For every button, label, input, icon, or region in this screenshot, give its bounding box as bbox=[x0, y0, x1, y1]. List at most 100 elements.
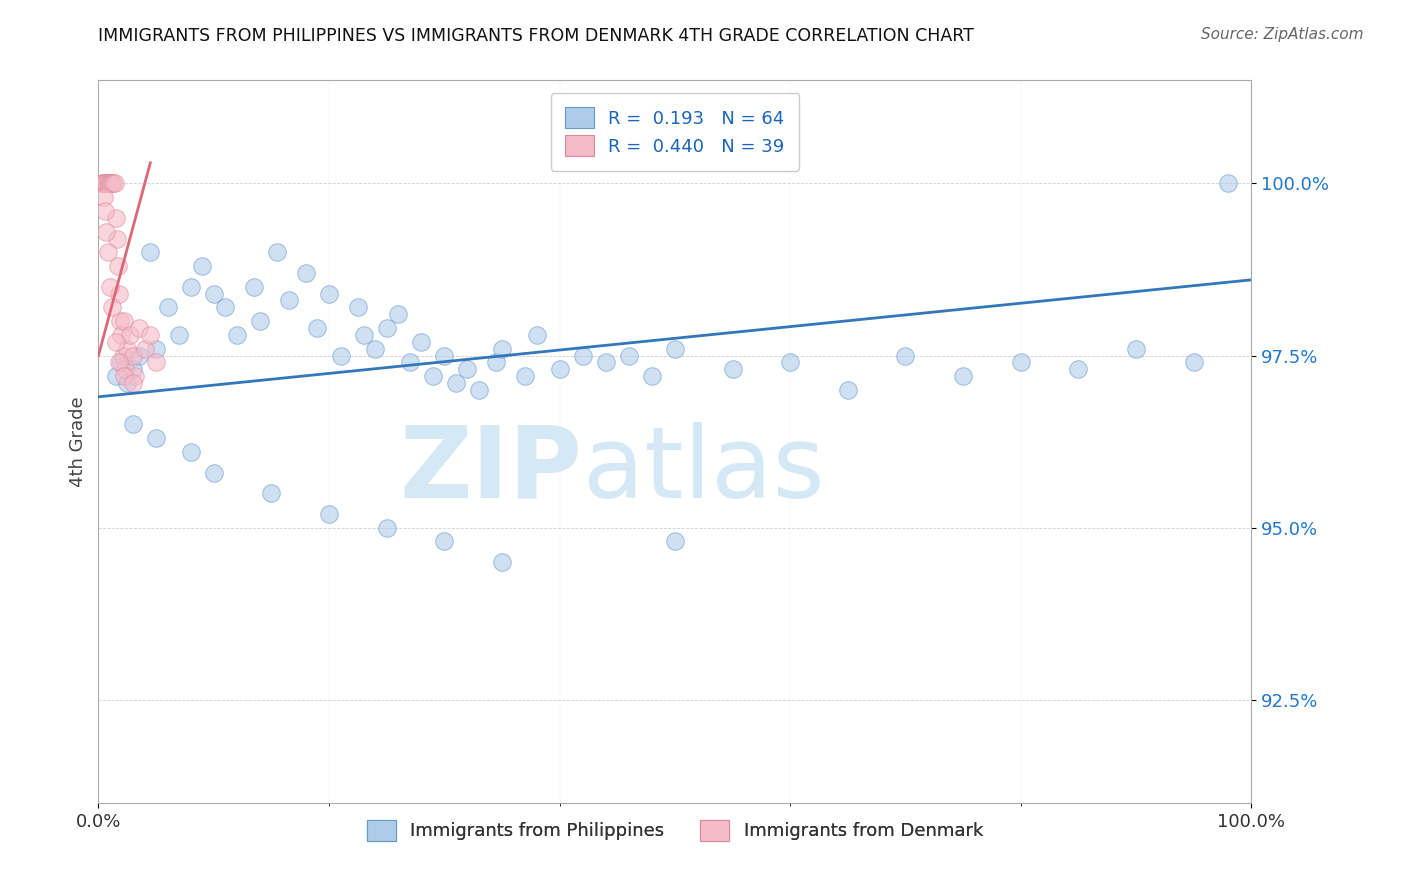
Point bbox=[641, 369, 664, 384]
Point bbox=[97, 177, 120, 191]
Point bbox=[266, 245, 288, 260]
Point bbox=[93, 177, 115, 191]
Point bbox=[156, 301, 179, 315]
Point bbox=[100, 177, 122, 191]
Point bbox=[94, 177, 117, 191]
Point bbox=[243, 279, 266, 293]
Point bbox=[134, 342, 156, 356]
Point bbox=[571, 349, 593, 363]
Point bbox=[110, 355, 132, 369]
Text: ZIP: ZIP bbox=[399, 422, 582, 519]
Point bbox=[117, 376, 139, 390]
Point bbox=[202, 466, 225, 480]
Point bbox=[97, 177, 120, 191]
Point bbox=[117, 342, 139, 356]
Point bbox=[98, 279, 121, 293]
Point bbox=[548, 362, 571, 376]
Point bbox=[94, 204, 117, 219]
Point bbox=[191, 259, 214, 273]
Point bbox=[104, 211, 127, 225]
Point bbox=[664, 534, 686, 549]
Point bbox=[110, 314, 132, 328]
Point bbox=[347, 301, 370, 315]
Point bbox=[98, 177, 121, 191]
Point bbox=[491, 555, 513, 569]
Text: IMMIGRANTS FROM PHILIPPINES VS IMMIGRANTS FROM DENMARK 4TH GRADE CORRELATION CHA: IMMIGRANTS FROM PHILIPPINES VS IMMIGRANT… bbox=[98, 27, 974, 45]
Point bbox=[103, 177, 125, 191]
Point bbox=[721, 362, 744, 376]
Point bbox=[96, 177, 118, 191]
Point bbox=[491, 342, 513, 356]
Point bbox=[96, 225, 118, 239]
Point bbox=[353, 327, 375, 342]
Point bbox=[139, 327, 162, 342]
Point bbox=[894, 349, 917, 363]
Point bbox=[318, 507, 340, 521]
Point bbox=[145, 355, 167, 369]
Point bbox=[225, 327, 247, 342]
Point bbox=[202, 286, 225, 301]
Point bbox=[307, 321, 329, 335]
Point bbox=[103, 177, 125, 191]
Point bbox=[779, 355, 801, 369]
Point bbox=[260, 486, 283, 500]
Point bbox=[375, 321, 398, 335]
Point bbox=[139, 245, 162, 260]
Point bbox=[329, 349, 352, 363]
Point bbox=[114, 362, 136, 376]
Point bbox=[107, 259, 129, 273]
Point bbox=[97, 245, 120, 260]
Point bbox=[837, 383, 859, 397]
Point bbox=[617, 349, 640, 363]
Point bbox=[108, 355, 131, 369]
Point bbox=[952, 369, 974, 384]
Point bbox=[214, 301, 236, 315]
Point bbox=[422, 369, 444, 384]
Point bbox=[249, 314, 271, 328]
Point bbox=[485, 355, 508, 369]
Text: atlas: atlas bbox=[582, 422, 824, 519]
Point bbox=[595, 355, 617, 369]
Point bbox=[110, 327, 132, 342]
Point bbox=[664, 342, 686, 356]
Point bbox=[375, 520, 398, 534]
Point bbox=[1067, 362, 1090, 376]
Point bbox=[108, 286, 131, 301]
Point bbox=[387, 307, 409, 321]
Point bbox=[433, 534, 456, 549]
Point bbox=[91, 177, 114, 191]
Point bbox=[1125, 342, 1147, 356]
Point bbox=[122, 417, 145, 432]
Point bbox=[277, 293, 299, 308]
Point bbox=[167, 327, 190, 342]
Point bbox=[112, 314, 135, 328]
Point bbox=[433, 349, 456, 363]
Point bbox=[364, 342, 387, 356]
Legend: Immigrants from Philippines, Immigrants from Denmark: Immigrants from Philippines, Immigrants … bbox=[360, 813, 990, 848]
Text: Source: ZipAtlas.com: Source: ZipAtlas.com bbox=[1201, 27, 1364, 42]
Point bbox=[111, 349, 134, 363]
Point bbox=[145, 342, 167, 356]
Point bbox=[122, 349, 145, 363]
Point bbox=[526, 327, 548, 342]
Point bbox=[90, 177, 112, 191]
Point bbox=[124, 369, 146, 384]
Point bbox=[128, 321, 150, 335]
Point bbox=[411, 334, 433, 349]
Point bbox=[128, 349, 150, 363]
Point bbox=[93, 190, 115, 204]
Point bbox=[101, 177, 124, 191]
Point bbox=[444, 376, 467, 390]
Point bbox=[1218, 177, 1240, 191]
Point bbox=[295, 266, 318, 280]
Point bbox=[101, 301, 124, 315]
Point bbox=[104, 334, 127, 349]
Point bbox=[398, 355, 420, 369]
Y-axis label: 4th Grade: 4th Grade bbox=[69, 396, 87, 487]
Point bbox=[118, 327, 141, 342]
Point bbox=[180, 445, 202, 459]
Point bbox=[105, 231, 128, 245]
Point bbox=[122, 376, 145, 390]
Point bbox=[456, 362, 478, 376]
Point bbox=[180, 279, 202, 293]
